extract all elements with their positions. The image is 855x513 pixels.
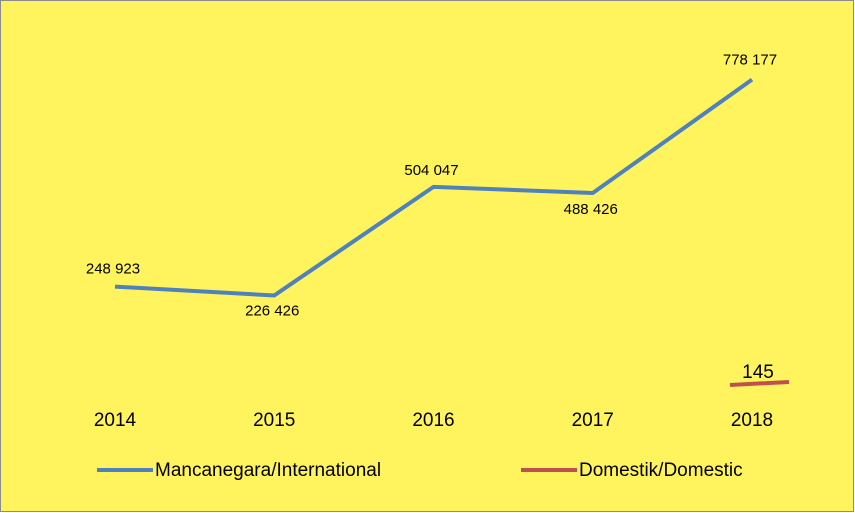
x-tick-label: 2018 xyxy=(731,410,773,431)
data-label: 226 426 xyxy=(245,302,299,319)
legend-label: Domestik/Domestic xyxy=(579,460,743,481)
legend-label: Mancanegara/International xyxy=(155,460,381,481)
x-tick-label: 2014 xyxy=(94,410,137,431)
line xyxy=(114,78,754,298)
data-label: 488 426 xyxy=(564,201,618,218)
x-tick-label: 2015 xyxy=(253,410,295,431)
x-tick-label: 2017 xyxy=(572,410,614,431)
data-label: 778 177 xyxy=(723,52,777,69)
line-point xyxy=(729,379,790,387)
data-label: 145 xyxy=(742,362,774,383)
data-label: 248 923 xyxy=(86,261,140,278)
x-tick-label: 2016 xyxy=(412,410,454,431)
data-label: 504 047 xyxy=(404,162,458,179)
